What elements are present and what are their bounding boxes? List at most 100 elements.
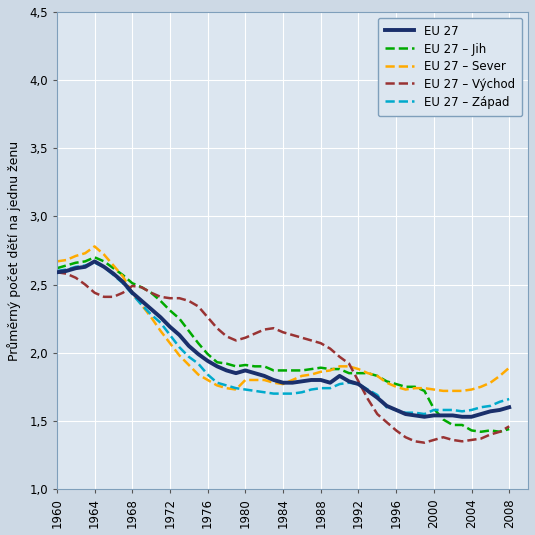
EU 27 – Východ: [355, 378, 362, 385]
EU 27 – Sever: [251, 377, 258, 383]
EU 27 – Východ: [101, 294, 107, 300]
EU 27 – Sever: [195, 371, 202, 378]
EU 27 – Západ: [91, 259, 98, 266]
EU 27 – Západ: [318, 385, 324, 392]
EU 27 – Východ: [242, 334, 249, 341]
EU 27 – Sever: [223, 385, 230, 392]
EU 27 – Západ: [299, 389, 305, 395]
EU 27 – Východ: [299, 334, 305, 341]
EU 27: [91, 258, 98, 265]
EU 27 – Sever: [468, 386, 475, 393]
Line: EU 27 – Východ: EU 27 – Východ: [57, 272, 509, 442]
EU 27 – Západ: [261, 389, 268, 395]
EU 27 – Jih: [195, 340, 202, 346]
EU 27 – Západ: [186, 354, 192, 360]
EU 27: [384, 403, 390, 409]
EU 27: [327, 379, 333, 386]
EU 27 – Západ: [478, 404, 484, 410]
EU 27 – Západ: [139, 302, 145, 308]
EU 27 – Západ: [496, 399, 503, 405]
EU 27 – Sever: [449, 388, 456, 394]
EU 27 – Západ: [487, 403, 494, 409]
EU 27 – Západ: [167, 332, 173, 338]
EU 27 – Východ: [251, 331, 258, 337]
EU 27: [355, 381, 362, 387]
EU 27 – Sever: [374, 373, 380, 379]
EU 27 – Západ: [176, 344, 182, 350]
EU 27 – Východ: [496, 429, 503, 435]
EU 27 – Jih: [233, 363, 239, 370]
EU 27: [148, 306, 154, 312]
EU 27 – Sever: [487, 379, 494, 386]
EU 27 – Jih: [478, 429, 484, 435]
EU 27: [195, 351, 202, 357]
EU 27 – Sever: [186, 362, 192, 368]
EU 27: [186, 343, 192, 349]
EU 27 – Východ: [487, 431, 494, 438]
EU 27 – Jih: [91, 254, 98, 261]
EU 27 – Východ: [129, 282, 135, 289]
EU 27 – Západ: [195, 361, 202, 367]
EU 27: [157, 314, 164, 320]
EU 27: [270, 377, 277, 383]
EU 27 – Jih: [449, 422, 456, 428]
EU 27 – Východ: [110, 294, 117, 300]
EU 27: [440, 412, 446, 418]
EU 27: [176, 332, 182, 338]
EU 27 – Východ: [421, 439, 427, 446]
EU 27 – Sever: [73, 253, 79, 259]
EU 27: [167, 324, 173, 330]
EU 27 – Východ: [468, 437, 475, 443]
EU 27 – Západ: [110, 272, 117, 278]
EU 27 – Západ: [270, 391, 277, 397]
EU 27 – Jih: [459, 422, 465, 428]
EU 27 – Jih: [299, 367, 305, 373]
EU 27 – Východ: [214, 325, 220, 331]
EU 27 – Západ: [374, 392, 380, 398]
EU 27 – Sever: [337, 363, 343, 370]
EU 27: [402, 411, 409, 417]
EU 27 – Jih: [412, 384, 418, 390]
EU 27 – Západ: [280, 391, 286, 397]
EU 27 – Sever: [270, 379, 277, 386]
EU 27 – Východ: [82, 281, 88, 288]
EU 27 – Západ: [308, 386, 315, 393]
EU 27 – Sever: [384, 379, 390, 386]
EU 27 – Sever: [346, 363, 352, 370]
EU 27 – Východ: [73, 274, 79, 281]
EU 27 – Sever: [63, 257, 70, 263]
EU 27 – Západ: [365, 386, 371, 393]
EU 27 – Východ: [318, 340, 324, 346]
EU 27: [120, 279, 126, 285]
EU 27: [280, 379, 286, 386]
EU 27 – Sever: [261, 377, 268, 383]
EU 27 – Jih: [148, 289, 154, 296]
EU 27 – Sever: [440, 388, 446, 394]
EU 27 – Východ: [270, 325, 277, 331]
EU 27 – Východ: [308, 337, 315, 343]
EU 27 – Jih: [308, 366, 315, 372]
EU 27 – Sever: [459, 388, 465, 394]
EU 27: [82, 264, 88, 270]
EU 27: [337, 373, 343, 379]
EU 27 – Jih: [242, 362, 249, 368]
EU 27 – Jih: [176, 316, 182, 322]
EU 27 – Jih: [506, 426, 513, 432]
EU 27 – Jih: [251, 363, 258, 370]
EU 27 – Sever: [91, 243, 98, 250]
EU 27 – Západ: [120, 280, 126, 286]
EU 27 – Západ: [129, 291, 135, 297]
EU 27 – Sever: [421, 385, 427, 392]
EU 27 – Jih: [214, 359, 220, 365]
EU 27 – Jih: [440, 416, 446, 423]
EU 27: [204, 358, 211, 364]
EU 27 – Jih: [431, 406, 437, 412]
EU 27 – Sever: [101, 251, 107, 258]
EU 27 – Západ: [421, 411, 427, 417]
EU 27 – Jih: [402, 384, 409, 390]
EU 27 – Jih: [139, 284, 145, 291]
EU 27 – Jih: [468, 427, 475, 434]
EU 27 – Východ: [506, 423, 513, 430]
EU 27 – Západ: [468, 407, 475, 413]
EU 27 – Východ: [365, 396, 371, 402]
